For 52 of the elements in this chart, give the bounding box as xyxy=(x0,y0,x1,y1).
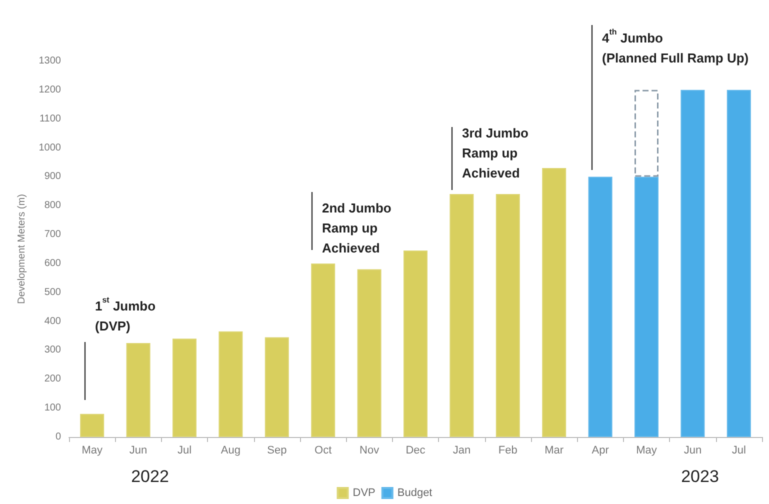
legend-label: Budget xyxy=(397,487,432,499)
x-tick-label: Apr xyxy=(592,444,610,456)
y-tick-label: 900 xyxy=(44,171,62,182)
y-tick-label: 400 xyxy=(44,316,62,327)
x-tick-label: Jul xyxy=(177,444,192,456)
x-tick-label: Jun xyxy=(129,444,148,456)
x-tick-label: Feb xyxy=(498,444,518,456)
bar xyxy=(264,337,289,437)
x-tick-label: May xyxy=(636,444,658,456)
bar xyxy=(726,90,751,437)
bar xyxy=(126,343,150,437)
y-axis-title: Development Meters (m) xyxy=(16,194,28,304)
bar xyxy=(311,263,336,437)
y-tick-label: 800 xyxy=(44,200,62,212)
bar xyxy=(403,250,428,437)
x-tick-label: Jul xyxy=(732,444,746,456)
bar xyxy=(680,90,705,437)
y-tick-label: 500 xyxy=(44,286,62,298)
y-tick-label: 1000 xyxy=(38,142,62,154)
bar xyxy=(588,176,612,437)
bar xyxy=(357,269,382,437)
x-tick-label: Sep xyxy=(267,444,287,456)
y-tick-label: 300 xyxy=(44,344,62,356)
bar xyxy=(450,194,474,437)
bar xyxy=(80,414,104,437)
bar xyxy=(496,194,520,437)
x-tick-label: Nov xyxy=(360,444,380,456)
y-tick-label: 600 xyxy=(44,258,62,269)
y-tick-label: 1300 xyxy=(38,56,62,66)
text: 2023 xyxy=(681,467,719,486)
bar xyxy=(542,168,566,437)
y-tick-label: 1100 xyxy=(39,113,62,124)
bar xyxy=(634,176,659,437)
x-tick-label: Jun xyxy=(684,444,702,456)
x-tick-label: Jan xyxy=(452,444,471,456)
annotation: 3rd Jumbo Ramp up Achieved xyxy=(462,126,529,180)
annotation: 2nd Jumbo Ramp up Achieved xyxy=(322,200,392,256)
x-tick-label: May xyxy=(82,444,103,456)
text: 2022 xyxy=(131,467,169,486)
bar xyxy=(218,331,243,437)
y-tick-label: 1200 xyxy=(38,84,62,96)
y-tick-label: 700 xyxy=(44,229,62,240)
y-tick-label: 100 xyxy=(44,402,62,414)
x-tick-label: Aug xyxy=(220,444,240,456)
y-tick-label: 200 xyxy=(44,374,62,385)
x-tick-label: Oct xyxy=(314,444,332,456)
bar xyxy=(172,338,197,437)
x-tick-label: Dec xyxy=(406,444,426,456)
bar xyxy=(634,90,659,177)
legend-label: DVP xyxy=(352,487,376,499)
x-tick-label: Mar xyxy=(544,444,564,456)
y-tick-label: 0 xyxy=(55,432,62,442)
